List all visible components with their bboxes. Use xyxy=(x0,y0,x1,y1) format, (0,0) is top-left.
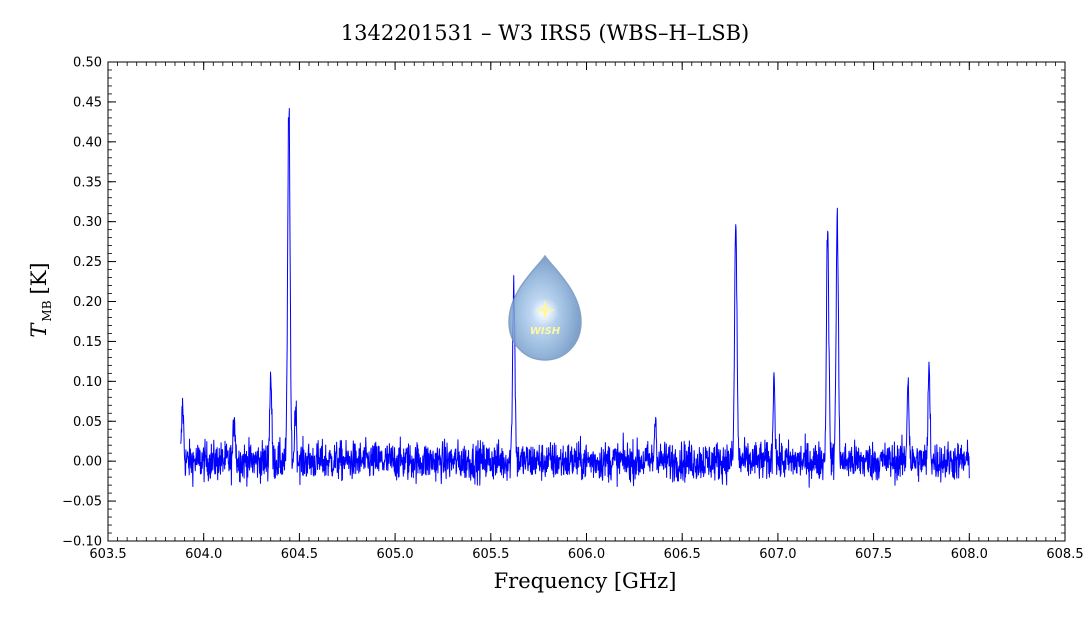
series-layer xyxy=(180,108,970,488)
logo-text: WISH xyxy=(530,326,561,337)
wish-logo: WISH xyxy=(508,254,582,361)
y-tick-label: −0.05 xyxy=(62,495,102,510)
y-axis: −0.10 −0.05 0.00 0.05 0.10 0.15 0.20 0.25 0.30 0.… xyxy=(62,56,1065,550)
x-axis: 603.5 604.0 604.5 605.0 605.5 606.0 606.5 607.0… xyxy=(89,62,1084,562)
y-tick-label: 0.10 xyxy=(73,375,102,390)
x-tick-label: 604.5 xyxy=(281,547,318,562)
x-tick-label: 605.5 xyxy=(472,547,509,562)
spectrum-line xyxy=(180,108,970,488)
y-tick-label: 0.50 xyxy=(73,56,102,71)
x-tick-label: 606.0 xyxy=(568,547,605,562)
chart-title: 1342201531 – W3 IRS5 (WBS–H–LSB) xyxy=(341,21,749,45)
y-axis-label-subscript: MB xyxy=(40,300,54,321)
y-tick-label: 0.20 xyxy=(73,295,102,310)
y-axis-label-unit: [K] xyxy=(27,262,51,294)
x-tick-label: 608.0 xyxy=(951,547,988,562)
y-tick-label: −0.10 xyxy=(62,535,102,550)
y-tick-label: 0.05 xyxy=(73,415,102,430)
x-tick-label: 605.0 xyxy=(376,547,413,562)
x-tick-label: 607.0 xyxy=(759,547,796,562)
x-tick-label: 603.5 xyxy=(89,547,126,562)
x-tick-label: 607.5 xyxy=(855,547,892,562)
x-axis-label: Frequency [GHz] xyxy=(494,569,677,593)
x-tick-label: 606.5 xyxy=(664,547,701,562)
y-tick-label: 0.25 xyxy=(73,255,102,270)
y-axis-label-symbol: T xyxy=(27,322,51,338)
y-tick-label: 0.35 xyxy=(73,175,102,190)
y-tick-label: 0.30 xyxy=(73,215,102,230)
y-tick-label: 0.15 xyxy=(73,335,102,350)
plot-area: 603.5 604.0 604.5 605.0 605.5 606.0 606.5 607.0… xyxy=(62,56,1083,563)
y-tick-label: 0.40 xyxy=(73,135,102,150)
x-tick-label: 608.5 xyxy=(1046,547,1083,562)
y-tick-label: 0.45 xyxy=(73,95,102,110)
y-tick-label: 0.00 xyxy=(73,455,102,470)
x-tick-label: 604.0 xyxy=(185,547,222,562)
svg-text:TMB[K]: TMB [K] xyxy=(27,262,54,337)
y-axis-label: TMB [K] xyxy=(27,262,54,337)
